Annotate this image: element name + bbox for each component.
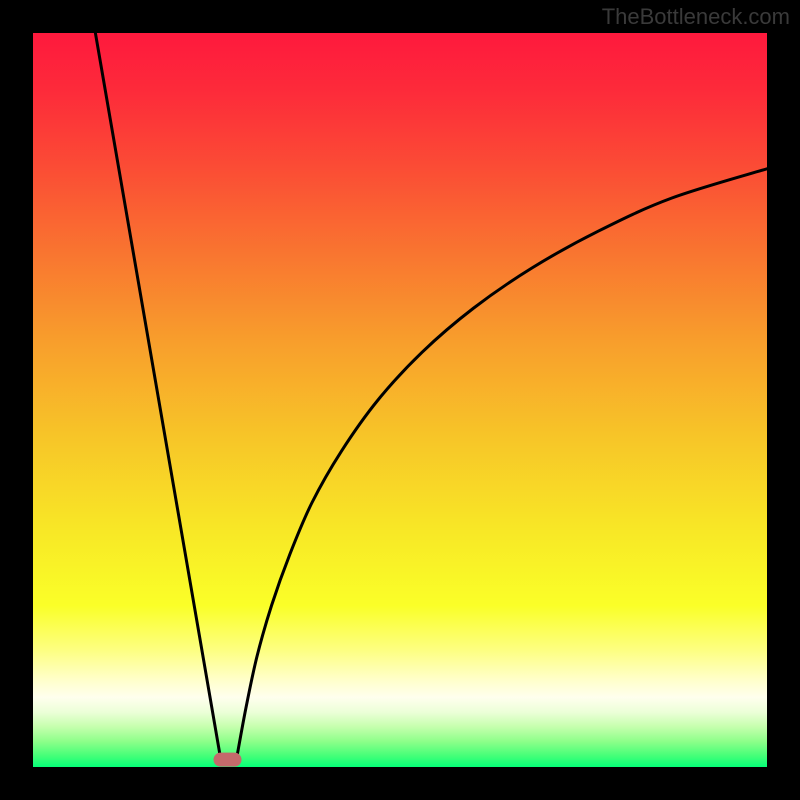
watermark-text: TheBottleneck.com	[602, 4, 790, 30]
gradient-plot	[33, 33, 767, 767]
chart-container: TheBottleneck.com	[0, 0, 800, 800]
gradient-background	[33, 33, 767, 767]
minimum-marker	[214, 753, 242, 767]
